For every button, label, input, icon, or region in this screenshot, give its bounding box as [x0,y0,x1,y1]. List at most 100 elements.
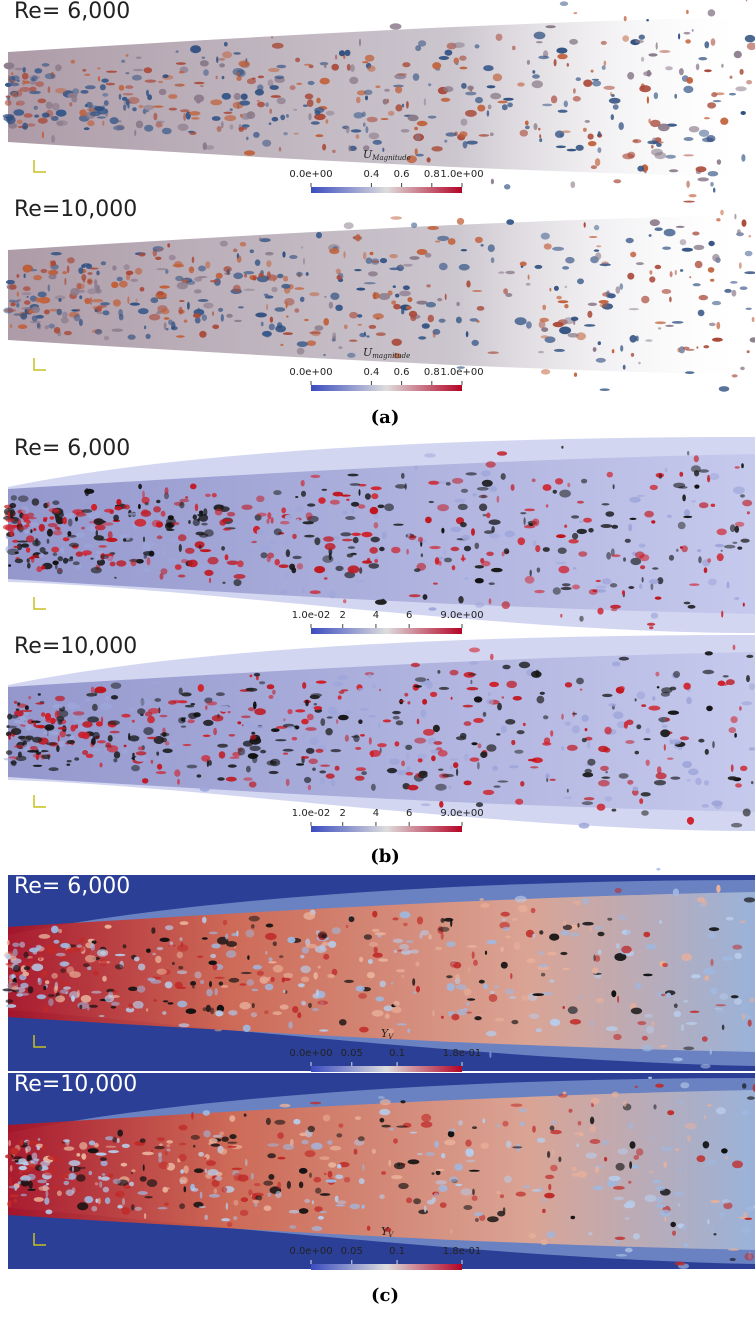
flow-structure [349,312,358,319]
flow-structure [275,697,279,701]
flow-structure [112,265,116,270]
flow-structure [60,547,64,554]
flow-structure [681,545,688,552]
flow-structure [327,716,333,718]
flow-structure [612,809,617,812]
flow-structure [604,61,607,66]
flow-structure [434,1193,438,1197]
flow-structure [73,561,80,565]
flow-structure [450,766,453,770]
flow-structure [732,374,738,377]
flow-structure [52,704,63,708]
flow-structure [349,916,355,922]
flow-structure [557,54,567,60]
flow-structure [248,753,258,759]
flow-structure [486,461,496,467]
flow-structure [359,1027,369,1033]
flow-structure [679,68,684,75]
flow-structure [691,500,696,502]
flow-structure [680,1082,689,1088]
flow-structure [91,504,97,511]
flow-structure [601,777,610,779]
flow-structure [335,566,343,571]
flow-structure [341,689,349,691]
flow-structure [162,1011,166,1015]
flow-structure [83,544,93,549]
flow-structure [129,559,141,562]
colorbar-tick-label: 0.05 [341,1048,363,1059]
flow-structure [53,1186,60,1189]
flow-structure [355,1116,361,1120]
flow-structure [42,63,50,67]
flow-structure [725,1156,728,1159]
flow-structure [83,963,90,967]
flow-structure [281,284,290,289]
flow-structure [10,1165,13,1172]
flow-structure [488,351,499,354]
flow-structure [116,499,121,505]
flow-structure [590,1117,594,1125]
flow-structure [643,932,650,938]
flow-structure [485,951,487,955]
flow-structure [107,745,118,752]
flow-structure [259,237,261,240]
flow-structure [460,522,467,527]
flow-structure [735,526,740,533]
flow-structure [162,1187,168,1193]
flow-structure [261,545,271,551]
flow-structure [705,651,713,655]
flow-structure [339,1019,347,1025]
flow-structure [226,314,233,318]
flow-structure [704,567,708,573]
flow-structure [631,353,634,357]
flow-structure [285,571,289,579]
flow-structure [269,695,274,699]
flow-structure [200,564,209,568]
flow-structure [388,111,394,116]
flow-structure [32,737,42,743]
flow-structure [217,126,222,132]
flow-structure [649,1138,653,1140]
flow-structure [158,81,163,83]
flow-structure [717,553,724,561]
flow-structure [486,744,496,751]
flow-structure [180,1179,183,1184]
flow-structure [185,707,192,712]
flow-structure [35,81,44,87]
flow-structure [467,998,475,1001]
flow-structure [82,550,92,555]
flow-structure [607,1181,617,1187]
flow-structure [483,65,493,71]
flow-structure [86,693,96,697]
flow-structure [512,1146,522,1148]
flow-structure [595,252,601,259]
flow-structure [188,520,191,524]
flow-structure [185,496,188,499]
flow-structure [464,988,472,996]
flow-structure [316,681,327,684]
flow-structure [392,339,402,346]
flow-structure [658,327,661,329]
flow-structure [164,322,167,330]
flow-structure [265,252,274,256]
flow-structure [463,705,474,708]
flow-structure [269,771,279,774]
flow-structure [41,565,45,569]
flow-structure [192,986,195,989]
flow-structure [459,56,466,61]
flow-structure [710,1229,714,1232]
flow-structure [652,696,655,700]
flow-structure [692,232,699,236]
flow-structure [64,331,72,335]
flow-structure [689,276,691,278]
flow-structure [22,123,28,130]
flow-structure [702,1036,708,1042]
flow-structure [218,308,223,312]
flow-structure [344,222,354,229]
flow-structure [222,76,225,79]
flow-structure [645,1195,657,1202]
flow-structure [377,743,387,747]
flow-structure [60,968,66,973]
flow-structure [250,249,254,253]
flow-structure [46,1190,49,1197]
